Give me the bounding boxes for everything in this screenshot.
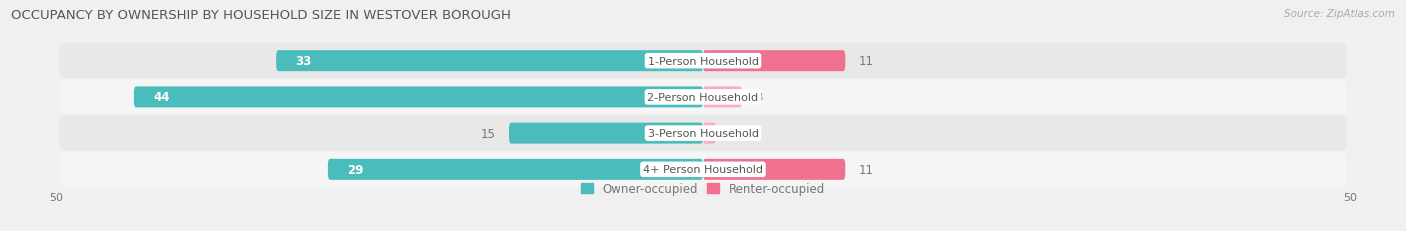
- FancyBboxPatch shape: [59, 80, 1347, 115]
- Text: 15: 15: [481, 127, 496, 140]
- Text: 29: 29: [347, 163, 364, 176]
- FancyBboxPatch shape: [59, 152, 1347, 187]
- Text: 2-Person Household: 2-Person Household: [647, 92, 759, 103]
- Text: 44: 44: [153, 91, 170, 104]
- Text: 11: 11: [858, 55, 873, 68]
- Text: 33: 33: [295, 55, 312, 68]
- Legend: Owner-occupied, Renter-occupied: Owner-occupied, Renter-occupied: [581, 182, 825, 195]
- FancyBboxPatch shape: [59, 116, 1347, 151]
- FancyBboxPatch shape: [703, 87, 742, 108]
- FancyBboxPatch shape: [703, 51, 845, 72]
- FancyBboxPatch shape: [328, 159, 703, 180]
- Text: 4+ Person Household: 4+ Person Household: [643, 165, 763, 175]
- FancyBboxPatch shape: [276, 51, 703, 72]
- Text: 3-Person Household: 3-Person Household: [648, 128, 758, 139]
- FancyBboxPatch shape: [59, 44, 1347, 79]
- FancyBboxPatch shape: [703, 123, 716, 144]
- Text: 1-Person Household: 1-Person Household: [648, 56, 758, 66]
- FancyBboxPatch shape: [134, 87, 703, 108]
- Text: 1: 1: [728, 127, 737, 140]
- FancyBboxPatch shape: [509, 123, 703, 144]
- Text: 3: 3: [755, 91, 762, 104]
- Text: Source: ZipAtlas.com: Source: ZipAtlas.com: [1284, 9, 1395, 19]
- Text: OCCUPANCY BY OWNERSHIP BY HOUSEHOLD SIZE IN WESTOVER BOROUGH: OCCUPANCY BY OWNERSHIP BY HOUSEHOLD SIZE…: [11, 9, 512, 22]
- FancyBboxPatch shape: [703, 159, 845, 180]
- Text: 11: 11: [858, 163, 873, 176]
